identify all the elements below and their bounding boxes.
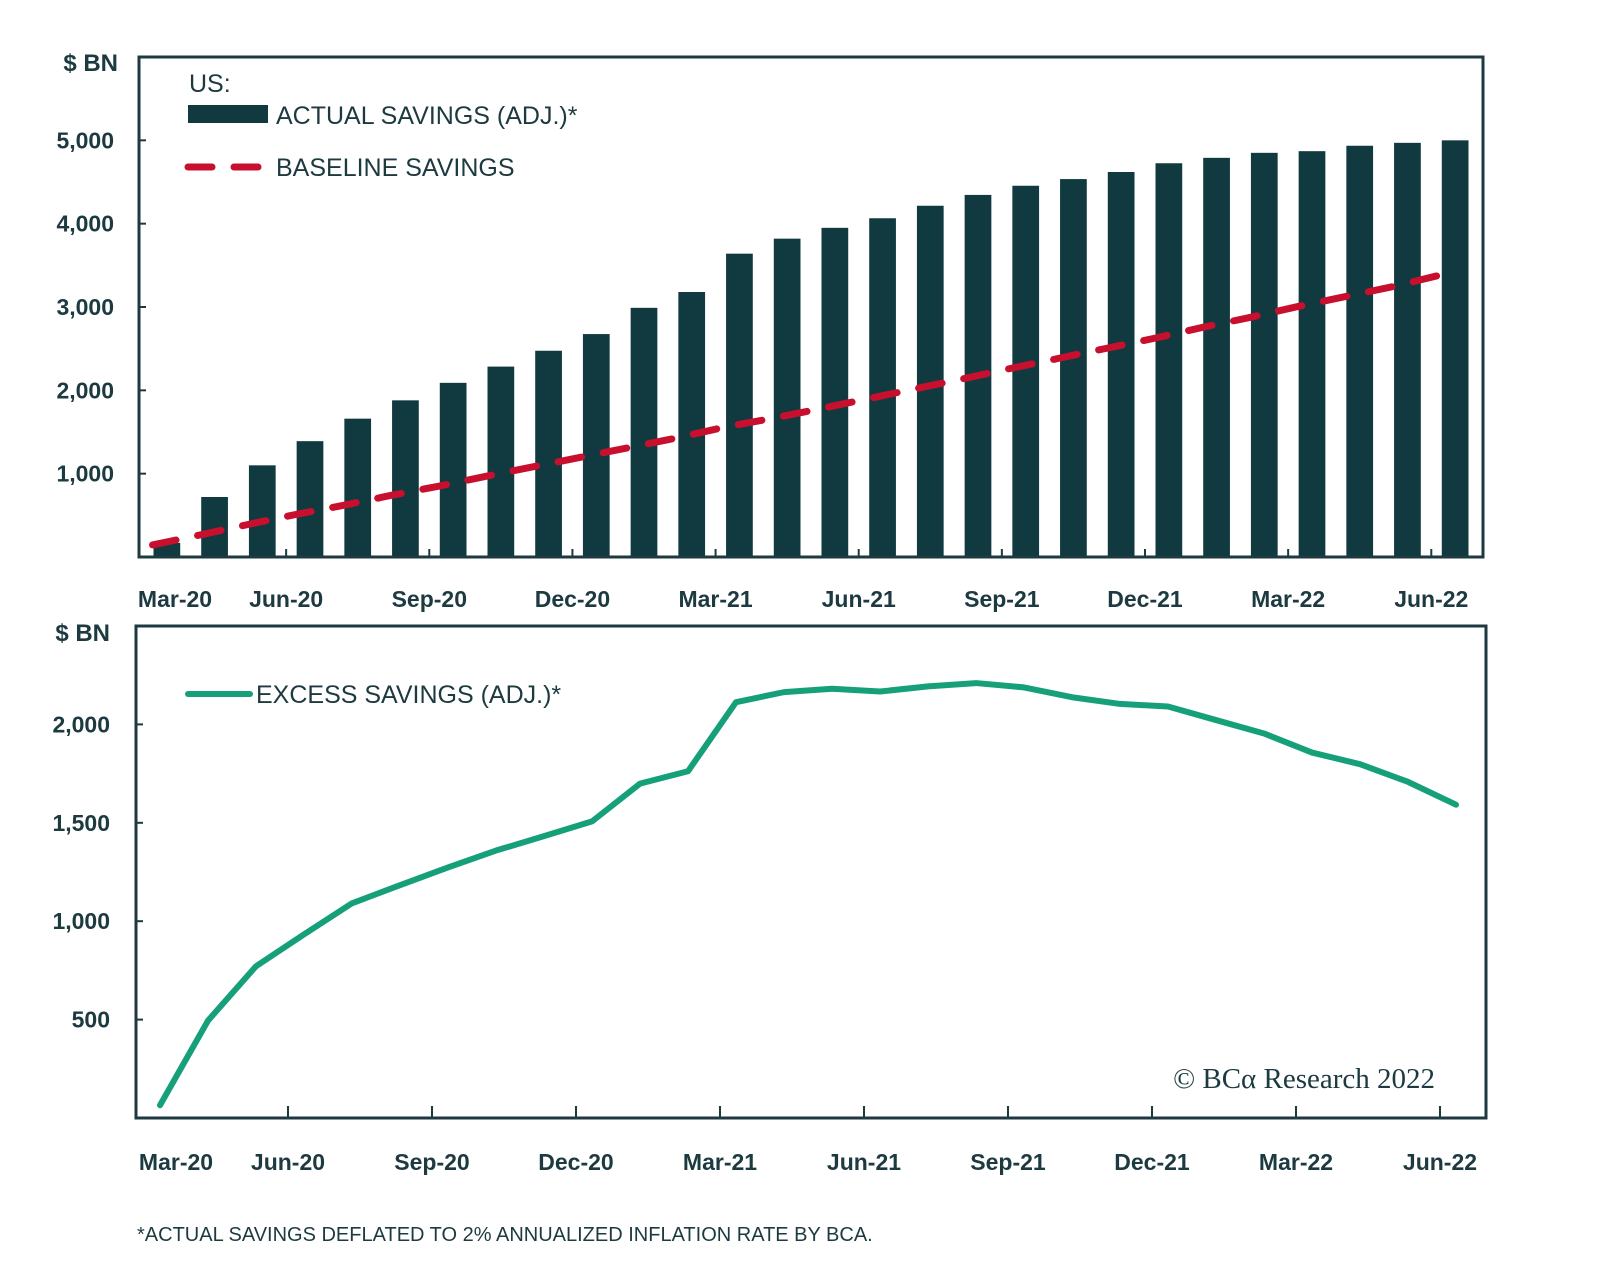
x-tick-label: Sep-20 — [394, 1149, 469, 1175]
actual-savings-bar — [678, 292, 706, 557]
actual-savings-bar — [439, 382, 467, 557]
y-tick-label: 1,000 — [56, 461, 114, 487]
x-tick-label: Mar-21 — [678, 586, 752, 612]
x-tick-label: Mar-20 — [139, 1149, 213, 1175]
x-tick-label: Mar-20 — [138, 586, 212, 612]
actual-savings-bar — [773, 238, 801, 557]
actual-savings-bar — [1441, 140, 1469, 558]
legend-bar-swatch — [188, 105, 268, 123]
top-plot-frame — [137, 55, 1485, 559]
actual-savings-bar — [869, 218, 896, 557]
x-tick-label: Sep-21 — [970, 1149, 1046, 1175]
actual-savings-bar — [1155, 163, 1183, 557]
x-tick-label: Sep-21 — [964, 586, 1040, 612]
actual-savings-bar — [1298, 151, 1326, 557]
top-y-axis: 1,000 2,000 3,000 4,000 5,000 — [56, 127, 146, 487]
y-tick-label: 4,000 — [56, 211, 114, 237]
legend-title: US: — [189, 70, 231, 98]
x-tick-label: Mar-21 — [683, 1149, 757, 1175]
x-tick-label: Jun-20 — [251, 1149, 325, 1175]
x-tick-label: Dec-21 — [1107, 586, 1183, 612]
actual-savings-bar — [344, 418, 372, 557]
actual-savings-bar — [1107, 172, 1135, 557]
x-tick-label: Jun-22 — [1403, 1149, 1477, 1175]
actual-savings-bar — [821, 227, 849, 558]
bottom-y-axis: 500 1,000 1,500 2,000 — [52, 711, 143, 1033]
actual-savings-bar — [630, 307, 658, 557]
x-tick-label: Jun-21 — [822, 586, 896, 612]
baseline-savings-line — [149, 271, 1445, 549]
x-tick-label: Mar-22 — [1259, 1149, 1333, 1175]
x-tick-label: Dec-21 — [1114, 1149, 1190, 1175]
actual-savings-bar — [1346, 145, 1374, 557]
y-tick-label: 500 — [72, 1007, 110, 1033]
bottom-x-axis: Mar-20 Jun-20 Sep-20 Dec-20 Mar-21 Jun-21 Sep-… — [139, 1106, 1477, 1175]
actual-savings-bar — [535, 350, 562, 557]
actual-savings-bar — [1394, 142, 1421, 558]
y-tick-label: 3,000 — [56, 294, 114, 320]
actual-savings-bars — [153, 140, 1469, 558]
actual-savings-bar — [1060, 179, 1087, 558]
x-tick-label: Sep-20 — [392, 586, 467, 612]
actual-savings-bar — [582, 334, 610, 557]
top-x-axis: Mar-20 Jun-20 Sep-20 Dec-20 Mar-21 Jun-21 Sep-… — [138, 549, 1468, 612]
y-tick-label: 5,000 — [56, 127, 114, 153]
footnote: *ACTUAL SAVINGS DEFLATED TO 2% ANNUALIZE… — [137, 1224, 873, 1246]
x-tick-label: Jun-20 — [249, 586, 323, 612]
top-legend: US: ACTUAL SAVINGS (ADJ.)* BASELINE SAVI… — [184, 70, 578, 182]
excess-savings-line — [157, 680, 1459, 1109]
bottom-y-axis-unit: $ BN — [55, 620, 110, 647]
x-tick-label: Dec-20 — [538, 1149, 613, 1175]
x-tick-label: Jun-22 — [1394, 586, 1468, 612]
actual-savings-bar — [487, 366, 515, 557]
copyright-annotation: © BCα Research 2022 — [1173, 1063, 1435, 1095]
x-tick-label: Dec-20 — [535, 586, 610, 612]
top-y-axis-unit: $ BN — [63, 50, 118, 77]
actual-savings-bar — [296, 441, 324, 557]
excess-savings-chart: $ BN 500 1,000 1,500 2,000 Mar-20 Jun-20 Sep-… — [52, 620, 1488, 1175]
bottom-plot-frame — [134, 624, 1488, 1120]
bottom-legend: EXCESS SAVINGS (ADJ.)* — [185, 681, 561, 709]
actual-savings-bar — [392, 400, 419, 557]
actual-savings-bar — [201, 497, 228, 557]
legend-baseline-savings-label: BASELINE SAVINGS — [276, 154, 515, 182]
legend-excess-savings-label: EXCESS SAVINGS (ADJ.)* — [256, 681, 561, 709]
x-tick-label: Mar-22 — [1251, 586, 1325, 612]
y-tick-label: 1,000 — [52, 908, 110, 934]
actual-vs-baseline-savings-chart: $ BN 1,000 2,000 3,000 4,000 5,000 Mar-20 Jun… — [56, 50, 1485, 612]
actual-savings-bar — [726, 253, 753, 557]
y-tick-label: 2,000 — [52, 711, 110, 737]
y-tick-label: 2,000 — [56, 377, 114, 403]
actual-savings-bar — [1012, 185, 1040, 557]
x-tick-label: Jun-21 — [827, 1149, 901, 1175]
actual-savings-bar — [248, 465, 276, 557]
y-tick-label: 1,500 — [52, 810, 110, 836]
actual-savings-bar — [1250, 152, 1278, 558]
legend-actual-savings-label: ACTUAL SAVINGS (ADJ.)* — [276, 102, 578, 130]
actual-savings-bar — [1203, 157, 1230, 558]
